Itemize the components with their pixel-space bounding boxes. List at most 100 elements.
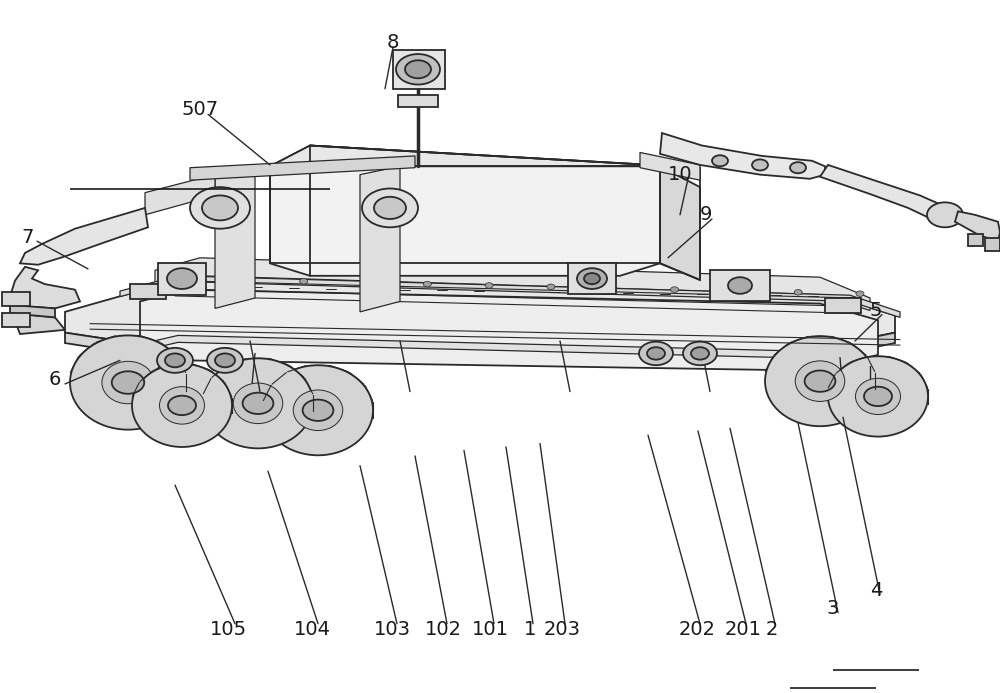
Text: 103: 103 — [374, 620, 411, 639]
Circle shape — [374, 197, 406, 219]
Circle shape — [639, 342, 673, 365]
Circle shape — [405, 60, 431, 78]
Text: 102: 102 — [424, 620, 462, 639]
Polygon shape — [360, 166, 400, 312]
Text: 4: 4 — [870, 581, 882, 600]
Circle shape — [927, 202, 963, 227]
Circle shape — [671, 287, 679, 292]
Polygon shape — [65, 333, 175, 360]
Text: 1: 1 — [524, 620, 536, 639]
Ellipse shape — [828, 356, 928, 437]
Circle shape — [202, 195, 238, 220]
Circle shape — [207, 348, 243, 373]
Circle shape — [243, 393, 273, 414]
Text: 202: 202 — [678, 620, 716, 639]
Ellipse shape — [263, 365, 373, 455]
Circle shape — [683, 342, 717, 365]
Polygon shape — [140, 290, 878, 371]
Ellipse shape — [795, 361, 845, 401]
Polygon shape — [65, 270, 895, 363]
Polygon shape — [270, 146, 660, 276]
Polygon shape — [660, 166, 700, 280]
Polygon shape — [660, 133, 825, 179]
Polygon shape — [120, 276, 900, 317]
Circle shape — [805, 371, 835, 392]
Circle shape — [165, 353, 185, 367]
Text: 507: 507 — [181, 100, 219, 119]
Circle shape — [647, 347, 665, 360]
Ellipse shape — [856, 378, 900, 414]
Bar — [2, 292, 30, 306]
Polygon shape — [155, 258, 870, 310]
Text: 10: 10 — [668, 165, 692, 184]
Circle shape — [752, 159, 768, 170]
Circle shape — [856, 291, 864, 297]
Text: 101: 101 — [472, 620, 509, 639]
Ellipse shape — [102, 361, 154, 404]
Bar — [985, 238, 1000, 251]
Bar — [568, 263, 616, 294]
Polygon shape — [270, 146, 700, 187]
Circle shape — [423, 281, 431, 287]
Text: 203: 203 — [544, 620, 580, 639]
Ellipse shape — [70, 335, 186, 430]
Polygon shape — [640, 152, 700, 180]
Circle shape — [396, 54, 440, 85]
Polygon shape — [190, 156, 415, 180]
Text: 2: 2 — [766, 620, 778, 639]
Polygon shape — [820, 165, 952, 222]
Circle shape — [362, 188, 418, 227]
Circle shape — [238, 277, 246, 283]
Polygon shape — [820, 333, 895, 358]
Polygon shape — [393, 50, 445, 89]
Bar — [710, 270, 770, 301]
Circle shape — [303, 400, 333, 421]
Circle shape — [176, 276, 184, 281]
Text: 9: 9 — [700, 205, 712, 225]
Text: 8: 8 — [387, 33, 399, 53]
Polygon shape — [10, 267, 80, 308]
Circle shape — [691, 347, 709, 360]
Ellipse shape — [132, 364, 232, 447]
Ellipse shape — [160, 387, 205, 424]
Text: 104: 104 — [294, 620, 330, 639]
Polygon shape — [955, 211, 1000, 241]
Bar — [968, 234, 983, 246]
Polygon shape — [145, 175, 215, 215]
Circle shape — [167, 268, 197, 289]
Polygon shape — [130, 335, 892, 374]
Circle shape — [864, 387, 892, 406]
Text: 105: 105 — [209, 620, 247, 639]
Ellipse shape — [203, 358, 313, 448]
Circle shape — [361, 280, 369, 286]
Text: 6: 6 — [49, 370, 61, 389]
Circle shape — [732, 288, 740, 294]
Circle shape — [215, 353, 235, 367]
Circle shape — [485, 283, 493, 288]
Circle shape — [190, 187, 250, 229]
Circle shape — [712, 155, 728, 166]
Ellipse shape — [293, 390, 343, 430]
Text: 3: 3 — [827, 599, 839, 618]
Circle shape — [790, 162, 806, 173]
Bar — [2, 313, 30, 327]
Text: 201: 201 — [724, 620, 762, 639]
Circle shape — [577, 268, 607, 289]
Bar — [130, 284, 166, 299]
Ellipse shape — [233, 383, 283, 423]
Circle shape — [157, 348, 193, 373]
Text: 7: 7 — [22, 227, 34, 247]
Bar — [825, 298, 861, 313]
Circle shape — [300, 279, 308, 284]
Circle shape — [112, 371, 144, 394]
Circle shape — [547, 284, 555, 290]
Polygon shape — [10, 305, 55, 317]
Bar — [158, 263, 206, 295]
Polygon shape — [12, 313, 65, 334]
Circle shape — [168, 396, 196, 415]
Ellipse shape — [765, 336, 875, 426]
Polygon shape — [215, 166, 255, 308]
Circle shape — [584, 273, 600, 284]
Circle shape — [609, 286, 617, 291]
Text: 5: 5 — [870, 301, 882, 320]
